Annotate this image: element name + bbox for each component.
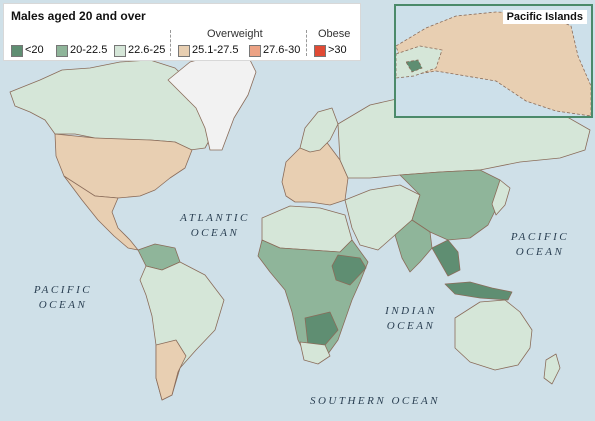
region-indonesia — [444, 281, 513, 301]
region-new-zealand — [543, 353, 561, 385]
region-india — [394, 219, 433, 273]
legend-label: 22.6-25 — [128, 44, 166, 56]
legend-separator — [306, 30, 307, 56]
region-southern-cone — [155, 339, 187, 401]
legend-label: 25.1-27.5 — [192, 44, 239, 56]
inset-islands-dark — [405, 59, 423, 73]
region-china — [399, 169, 501, 241]
legend-swatch — [314, 45, 326, 57]
legend-label: >30 — [328, 44, 347, 56]
ocean-label-line: PACIFIC — [33, 284, 93, 296]
inset-pacific-region — [396, 11, 591, 116]
legend-swatch — [114, 45, 126, 57]
ocean-label-southern: SOUTHERN OCEAN — [309, 395, 441, 407]
ocean-label-line: PACIFIC — [510, 231, 570, 243]
region-east-africa — [331, 254, 367, 286]
region-mexico — [63, 175, 139, 251]
ocean-label-line: OCEAN — [38, 299, 88, 311]
legend-label: 20-22.5 — [70, 44, 108, 56]
region-australia — [454, 299, 533, 371]
ocean-label-pacific-east: PACIFIC OCEAN — [495, 230, 585, 260]
legend-group-overweight: Overweight — [207, 28, 263, 40]
inset-map — [396, 11, 591, 116]
legend: Males aged 20 and over Overweight Obese … — [4, 4, 360, 60]
region-south-africa — [299, 341, 331, 365]
legend-label: 27.6-30 — [263, 44, 301, 56]
legend-swatch — [11, 45, 23, 57]
legend-separator — [170, 30, 171, 56]
legend-label: <20 — [25, 44, 44, 56]
region-southern-africa — [304, 311, 339, 346]
region-se-asia — [431, 239, 461, 277]
ocean-label-line: OCEAN — [386, 320, 436, 332]
inset-title: Pacific Islands — [502, 10, 587, 24]
legend-swatch — [249, 45, 261, 57]
legend-group-obese: Obese — [318, 28, 351, 40]
region-north-africa — [261, 205, 353, 253]
legend-swatch — [178, 45, 190, 57]
ocean-label-atlantic: ATLANTIC OCEAN — [170, 211, 260, 241]
legend-swatch — [56, 45, 68, 57]
pacific-islands-inset: Pacific Islands — [394, 4, 593, 118]
ocean-label-indian: INDIAN OCEAN — [366, 304, 456, 334]
ocean-label-line: OCEAN — [190, 227, 240, 239]
legend-title: Males aged 20 and over — [11, 9, 146, 23]
region-canada — [9, 59, 216, 151]
region-japan — [491, 179, 511, 216]
ocean-label-line: INDIAN — [385, 305, 437, 317]
ocean-label-line: OCEAN — [515, 246, 565, 258]
ocean-label-line: ATLANTIC — [180, 212, 250, 224]
ocean-label-pacific-west: PACIFIC OCEAN — [18, 283, 108, 313]
